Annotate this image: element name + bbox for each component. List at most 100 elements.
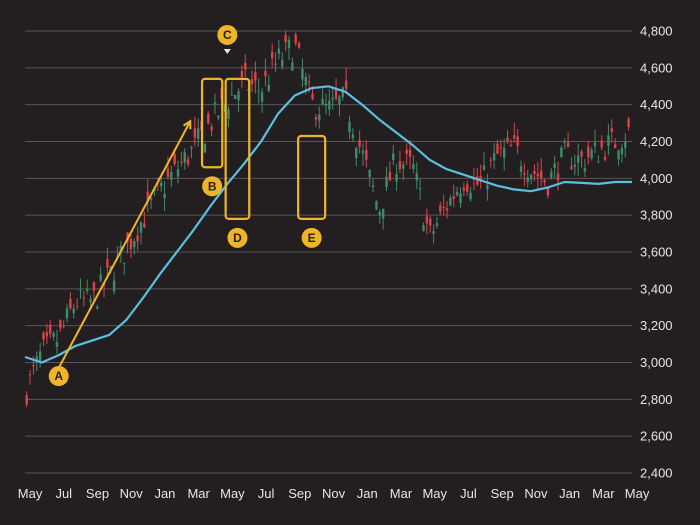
moving-average [24, 85, 632, 364]
candle-body [479, 176, 482, 182]
candle-body [580, 151, 583, 157]
annotation-c-label: C [223, 28, 232, 42]
candle-body [425, 216, 429, 224]
gridlines [25, 30, 632, 474]
candle-body [388, 171, 392, 181]
candle-body [613, 144, 617, 149]
candle-body [482, 165, 486, 170]
x-tick-label: Sep [288, 486, 311, 501]
candle-body [429, 218, 432, 226]
y-tick-label: 4,600 [640, 60, 673, 75]
candle-body [496, 143, 499, 154]
moving-average-line [24, 85, 632, 364]
annotation-c-circle [217, 24, 238, 45]
candle-body [270, 51, 274, 59]
annotation-a-circle [48, 366, 69, 387]
x-axis-ticks: May Jul Sep Nov Jan Mar May Jul Sep Nov Jan Mar May J… [18, 486, 650, 501]
annotations: A B C D E [48, 24, 327, 387]
y-tick-label: 3,000 [640, 355, 673, 370]
candle-body [489, 159, 492, 161]
x-tick-label: May [625, 486, 650, 501]
candle-body [539, 170, 543, 179]
candle-body [170, 172, 173, 181]
candle-body [583, 168, 587, 172]
candle-body [375, 201, 378, 210]
candle-body [49, 324, 52, 334]
candle-body [415, 173, 418, 181]
candle-body [69, 298, 72, 309]
candle-body [65, 308, 69, 319]
candle-body [240, 71, 244, 77]
candle-body [462, 187, 466, 191]
candle-body [257, 90, 260, 92]
x-tick-label: Mar [187, 486, 210, 501]
candle-body [294, 34, 297, 44]
annotation-e-label: E [308, 231, 316, 245]
candle-body [516, 136, 519, 147]
candle-body [287, 39, 291, 49]
candle-body [624, 142, 627, 148]
x-tick-label: Mar [592, 486, 615, 501]
candle-body [193, 128, 197, 138]
candle-body [311, 93, 314, 99]
annotation-e-circle [301, 227, 322, 248]
candle-body [412, 164, 415, 169]
candle-body [385, 176, 388, 187]
candle-body [139, 222, 143, 233]
candle-body [207, 113, 210, 124]
annotation-b-label: B [208, 179, 217, 193]
candle-body [371, 185, 375, 188]
y-axis-ticks: 2,400 2,600 2,800 3,000 3,200 3,400 3,600 3,800… [640, 24, 673, 481]
candle-body [92, 282, 96, 291]
candle-body [398, 161, 402, 170]
candle-body [304, 76, 307, 86]
candle-body [556, 173, 560, 181]
candle-body [267, 85, 271, 91]
candle-body [166, 168, 170, 177]
y-tick-label: 4,800 [640, 24, 673, 39]
candle-body [284, 34, 287, 42]
y-tick-label: 3,800 [640, 208, 673, 223]
candle-body [82, 297, 86, 299]
candle-body [75, 305, 79, 307]
candle-body [563, 142, 566, 144]
x-tick-label: Sep [491, 486, 514, 501]
candle-body [442, 206, 445, 208]
candle-body [297, 43, 301, 48]
candle-body [314, 116, 318, 120]
candle-body [418, 188, 422, 190]
candle-body [203, 143, 207, 153]
candle-body [217, 115, 220, 118]
annotation-d-box [224, 77, 251, 220]
candle-body [25, 395, 28, 405]
candle-body [573, 164, 577, 167]
annotation-b-box [200, 77, 224, 169]
candle-body [435, 223, 439, 226]
candle-body [196, 128, 200, 139]
x-tick-label: Nov [322, 486, 346, 501]
candle-body [476, 176, 479, 185]
candle-body [45, 332, 49, 337]
candle-body [173, 154, 176, 164]
candle-body [445, 208, 449, 211]
candle-body [620, 148, 624, 155]
candle-body [250, 79, 254, 84]
x-tick-label: Jan [154, 486, 175, 501]
candle-body [79, 289, 82, 291]
y-tick-label: 3,400 [640, 281, 673, 296]
candle-body [348, 121, 351, 133]
x-tick-label: Sep [86, 486, 109, 501]
candle-body [321, 99, 324, 105]
candle-body [603, 156, 607, 160]
candle-body [459, 193, 462, 204]
annotation-d-label: D [233, 231, 242, 245]
candle-body [610, 128, 614, 132]
candle-body [32, 365, 35, 367]
candle-body [59, 319, 62, 329]
candle-body [28, 374, 32, 376]
candle-body [86, 288, 89, 292]
candle-body [455, 191, 459, 196]
candle-body [331, 97, 334, 100]
candle-body [318, 114, 321, 121]
